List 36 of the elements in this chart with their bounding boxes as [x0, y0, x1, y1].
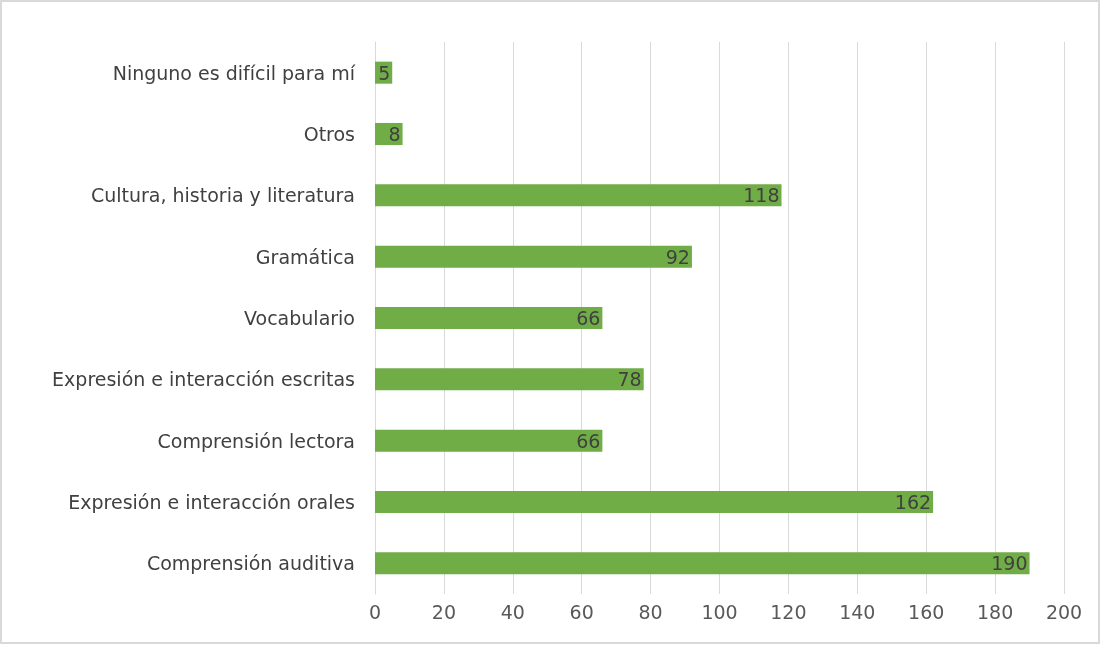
x-tick-label: 60 [569, 600, 594, 623]
data-label: 8 [388, 123, 401, 145]
data-label: 118 [743, 184, 780, 207]
bar [375, 184, 782, 207]
x-tick-label: 100 [701, 600, 738, 623]
x-tick-label: 200 [1045, 600, 1083, 623]
x-tick-label: 140 [839, 600, 876, 623]
bar [375, 490, 934, 514]
data-label: 190 [991, 552, 1028, 575]
bar [375, 429, 603, 452]
y-tick-label: Expresión e interacción escritas [52, 368, 355, 391]
y-tick-label: Gramática [255, 245, 355, 268]
x-tick-label: 80 [638, 600, 663, 623]
x-tick-label: 180 [976, 600, 1014, 623]
y-tick-label: Vocabulario [244, 307, 355, 329]
data-label: 66 [576, 429, 601, 452]
x-tick-label: 160 [908, 600, 945, 623]
bar [375, 245, 692, 268]
bar [375, 552, 1030, 575]
data-label: 92 [665, 245, 690, 268]
y-tick-label: Cultura, historia y literatura [90, 184, 355, 207]
y-tick-label: Expresión e interacción orales [68, 491, 355, 513]
x-tick-label: 40 [500, 600, 525, 623]
bar [375, 306, 603, 330]
y-tick-label: Comprensión lectora [157, 429, 355, 452]
x-tick-label: 120 [770, 600, 807, 623]
y-tick-label: Comprensión auditiva [146, 552, 355, 575]
x-tick-label: 0 [368, 600, 382, 623]
data-label: 162 [894, 491, 932, 513]
y-tick-label: Ninguno es difícil para mí [112, 61, 356, 84]
data-label: 78 [617, 368, 642, 391]
bar [375, 368, 644, 391]
x-tick-label: 20 [431, 600, 456, 623]
y-tick-label: Otros [303, 123, 355, 145]
data-label: 5 [378, 61, 391, 84]
data-label: 66 [576, 307, 601, 329]
